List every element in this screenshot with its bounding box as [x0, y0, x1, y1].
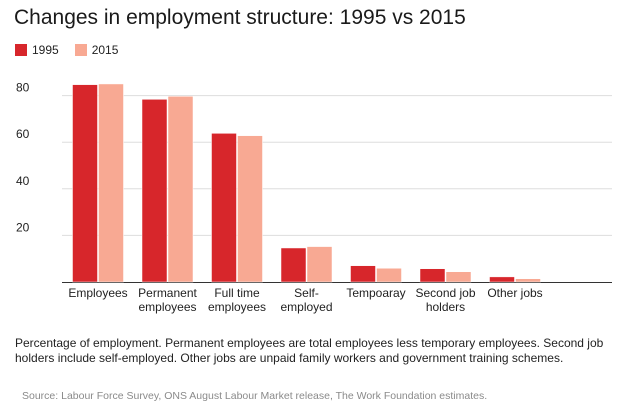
- bar-full-time-employees-2015: [237, 135, 263, 283]
- bar-permanent-employees-2015: [167, 96, 194, 283]
- x-tick-label-full-time-employees: Full time employees: [208, 286, 266, 314]
- bar-tempoaray-1995: [350, 265, 376, 283]
- x-tick-label-permanent-employees: Permanent employees: [138, 286, 197, 314]
- y-tick-label-60: 60: [16, 127, 30, 141]
- legend-label-1995: 1995: [32, 43, 59, 57]
- x-tick-label-tempoaray: Tempoaray: [346, 286, 405, 300]
- legend-item-1995: 1995: [15, 43, 59, 57]
- legend-swatch-2015: [74, 44, 87, 56]
- bar-employees-2015: [98, 83, 124, 283]
- x-tick-label-self-employed: Self-employed: [280, 286, 332, 314]
- bar-self-employed-2015: [306, 246, 333, 283]
- y-tick-label-40: 40: [16, 174, 30, 188]
- legend-label-2015: 2015: [91, 43, 119, 57]
- chart-legend: 1995 2015: [15, 43, 134, 57]
- bar-second-job-holders-2015: [445, 271, 472, 283]
- bar-employees-1995: [72, 84, 98, 283]
- y-tick-label-80: 80: [16, 81, 30, 95]
- x-tick-label-other-jobs: Other jobs: [487, 286, 542, 300]
- y-tick-label-20: 20: [16, 220, 30, 234]
- bar-other-jobs-1995: [489, 276, 515, 283]
- x-tick-label-second-job-holders: Second job holders: [415, 286, 475, 314]
- bar-second-job-holders-1995: [419, 268, 446, 283]
- bar-chart: 20 40 60 80 Employees Permanent employees Full …: [16, 81, 612, 314]
- bar-tempoaray-2015: [376, 268, 402, 283]
- bar-self-employed-1995: [280, 247, 307, 283]
- x-tick-label-employees: Employees: [68, 286, 127, 300]
- legend-item-2015: 2015: [74, 43, 119, 57]
- bar-permanent-employees-1995: [141, 99, 168, 283]
- chart-caption: Percentage of employment. Permanent empl…: [15, 336, 604, 365]
- legend-swatch-1995: [15, 44, 27, 56]
- chart-title: Changes in employment structure: 1995 vs…: [14, 6, 466, 29]
- chart-source: Source: Labour Force Survey, ONS August …: [22, 390, 488, 402]
- bar-full-time-employees-1995: [211, 133, 237, 283]
- bar-other-jobs-2015: [515, 278, 541, 283]
